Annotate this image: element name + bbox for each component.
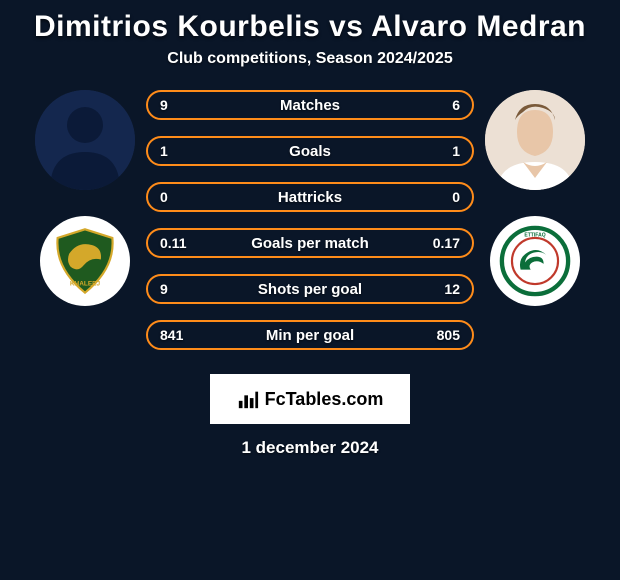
circle-badge-icon: ETTIFAQ xyxy=(499,225,571,297)
svg-text:KHALEEJ: KHALEEJ xyxy=(70,280,101,287)
page-subtitle: Club competitions, Season 2024/2025 xyxy=(10,50,610,90)
stat-row-shots-per-goal: 9 Shots per goal 12 xyxy=(146,274,474,304)
left-player-avatar xyxy=(35,90,135,190)
stats-column: 9 Matches 6 1 Goals 1 0 Hattricks 0 0.11… xyxy=(140,90,480,366)
right-player-column: ETTIFAQ xyxy=(480,90,590,306)
brand-label: FcTables.com xyxy=(265,389,384,410)
stat-value-right: 1 xyxy=(452,143,460,159)
stat-value-left: 841 xyxy=(160,327,183,343)
stat-value-right: 0.17 xyxy=(433,235,460,251)
comparison-card: Dimitrios Kourbelis vs Alvaro Medran Clu… xyxy=(0,0,620,458)
stat-label: Hattricks xyxy=(278,189,342,206)
stat-row-hattricks: 0 Hattricks 0 xyxy=(146,182,474,212)
stat-label: Matches xyxy=(280,97,340,114)
stat-value-left: 9 xyxy=(160,97,168,113)
chart-bars-icon xyxy=(237,388,259,410)
stat-row-matches: 9 Matches 6 xyxy=(146,90,474,120)
stat-label: Shots per goal xyxy=(258,281,362,298)
right-club-badge: ETTIFAQ xyxy=(490,216,580,306)
stat-value-left: 1 xyxy=(160,143,168,159)
stat-value-left: 0.11 xyxy=(160,235,186,251)
stat-row-goals: 1 Goals 1 xyxy=(146,136,474,166)
stat-value-left: 0 xyxy=(160,189,168,205)
stat-row-min-per-goal: 841 Min per goal 805 xyxy=(146,320,474,350)
shield-icon: KHALEEJ xyxy=(49,225,121,297)
stat-label: Goals per match xyxy=(251,235,369,252)
stat-label: Goals xyxy=(289,143,331,160)
stat-value-right: 6 xyxy=(452,97,460,113)
stat-value-left: 9 xyxy=(160,281,168,297)
left-player-column: KHALEEJ xyxy=(30,90,140,306)
left-club-badge: KHALEEJ xyxy=(40,216,130,306)
stat-value-right: 805 xyxy=(437,327,460,343)
person-icon xyxy=(485,90,585,190)
brand-badge[interactable]: FcTables.com xyxy=(210,374,410,424)
silhouette-icon xyxy=(35,90,135,190)
stat-row-goals-per-match: 0.11 Goals per match 0.17 xyxy=(146,228,474,258)
stat-label: Min per goal xyxy=(266,327,354,344)
page-title: Dimitrios Kourbelis vs Alvaro Medran xyxy=(10,8,610,50)
stat-value-right: 0 xyxy=(452,189,460,205)
right-player-avatar xyxy=(485,90,585,190)
stat-value-right: 12 xyxy=(444,281,460,297)
footer-date: 1 december 2024 xyxy=(10,424,610,458)
svg-text:ETTIFAQ: ETTIFAQ xyxy=(524,233,545,239)
comparison-body: KHALEEJ 9 Matches 6 1 Goals 1 0 Hattrick… xyxy=(10,90,610,366)
